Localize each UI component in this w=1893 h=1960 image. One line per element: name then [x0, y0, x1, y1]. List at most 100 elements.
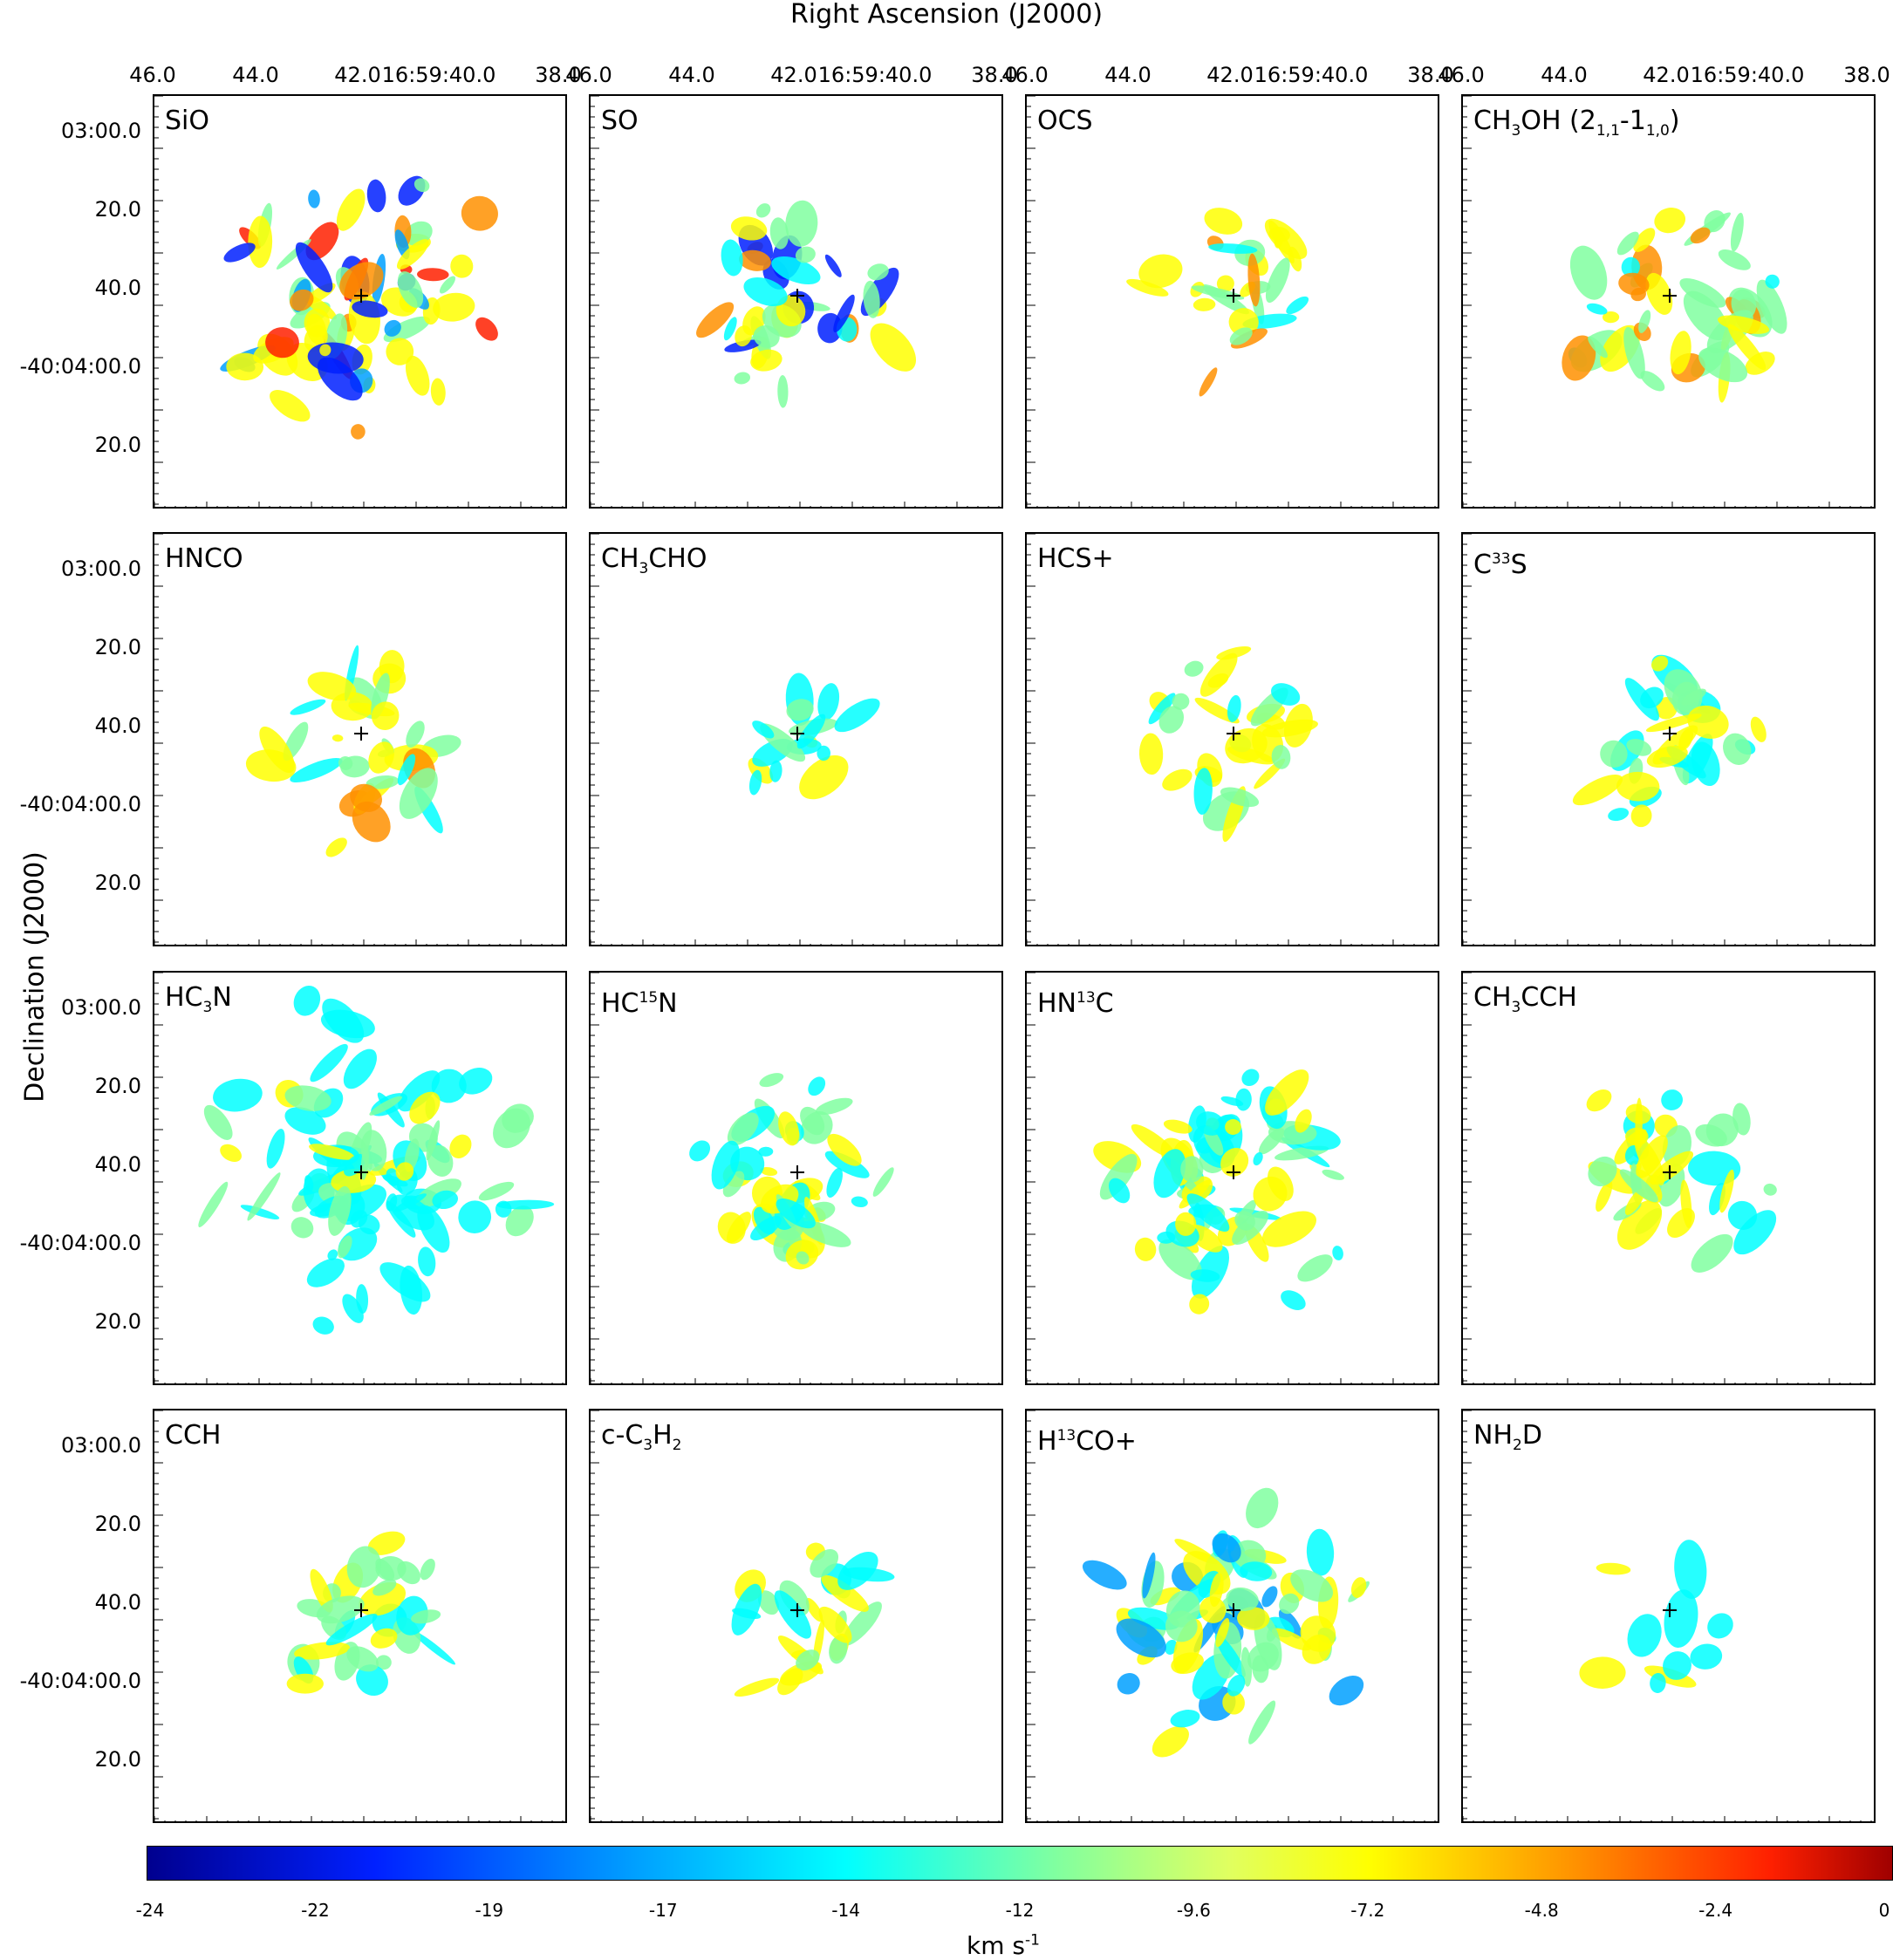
emission-patch [711, 1140, 741, 1190]
source-position-marker [354, 289, 368, 303]
emission-patch [1175, 1212, 1197, 1236]
emission-patch [851, 1196, 868, 1208]
emission-patch [1332, 1246, 1343, 1260]
emission-patch [220, 1144, 243, 1163]
emission-patch [339, 262, 384, 300]
emission-patch [1667, 1208, 1695, 1238]
emission-patch [796, 1649, 820, 1671]
emission-patch [370, 1628, 398, 1649]
emission-patch [338, 756, 353, 770]
emission-patch [413, 178, 430, 193]
panel-title: CH3CCH [1473, 982, 1577, 1017]
channel-map-panel: HNCO [153, 532, 567, 946]
ra-tick-label: 16:59:40.0 [1690, 63, 1805, 87]
emission-patch [352, 300, 388, 318]
emission-patch [771, 256, 821, 284]
emission-patch [1193, 768, 1213, 815]
emission-patch [1170, 1710, 1200, 1728]
emission-patch [1586, 1089, 1612, 1112]
emission-patch [818, 1606, 852, 1643]
emission-patch [396, 1595, 428, 1636]
emission-patch [399, 768, 438, 819]
emission-patch [352, 801, 391, 843]
channel-map-panel: SiO [153, 94, 567, 509]
source-position-marker [790, 289, 804, 303]
emission-patch [759, 1073, 784, 1088]
emission-patch [1596, 1562, 1631, 1575]
emission-patch [1572, 775, 1623, 806]
emission-patch [1691, 1233, 1733, 1273]
velocity-map [154, 96, 564, 507]
emission-patch [1142, 1552, 1156, 1599]
channel-map-panel: C33S [1461, 532, 1876, 946]
emission-patch [1608, 808, 1630, 822]
emission-patch [834, 698, 880, 733]
dec-tick-label: -40:04:00.0 [19, 1231, 141, 1255]
colorbar-tick-label: -17 [648, 1900, 678, 1921]
emission-patch [1690, 1643, 1723, 1670]
emission-patch [1225, 727, 1268, 764]
emission-patch [259, 726, 295, 774]
emission-patch [1271, 745, 1291, 769]
velocity-map [591, 973, 1000, 1383]
emission-patch [213, 1078, 263, 1112]
emission-patch [735, 325, 752, 347]
emission-patch [721, 239, 743, 277]
emission-patch [748, 769, 762, 796]
emission-patch [1718, 315, 1770, 334]
emission-patch [293, 985, 321, 1016]
emission-patch [412, 1630, 456, 1665]
emission-patch [815, 1097, 853, 1116]
emission-patch [821, 1574, 869, 1612]
emission-patch [1108, 1178, 1131, 1204]
dec-tick-label: -40:04:00.0 [19, 1669, 141, 1693]
emission-patch [1208, 243, 1258, 254]
emission-patch [1247, 1642, 1279, 1672]
emission-patch [817, 745, 831, 761]
panel-title: CH3CHO [601, 543, 707, 578]
emission-patch [331, 734, 344, 742]
ra-tick-label: 42.0 [334, 63, 381, 87]
emission-patch [1248, 1700, 1276, 1745]
emission-patch [1199, 1596, 1227, 1623]
dec-tick-label: 20.0 [94, 1512, 141, 1536]
emission-patch [386, 338, 414, 365]
panel-title: HN13C [1037, 988, 1114, 1019]
emission-patch [461, 195, 498, 231]
emission-patch [430, 378, 446, 406]
ra-tick-label: 46.0 [1001, 63, 1049, 87]
channel-map-panel: CCH [153, 1409, 567, 1823]
emission-patch [1265, 257, 1290, 304]
emission-patch [1300, 1615, 1336, 1652]
emission-patch [1627, 1614, 1662, 1657]
emission-patch [1220, 1147, 1249, 1177]
emission-patch [1261, 1586, 1278, 1608]
emission-patch [867, 263, 889, 281]
dec-tick-label: 20.0 [94, 197, 141, 222]
emission-patch [1204, 208, 1243, 235]
emission-patch [833, 294, 855, 333]
colorbar-tick-label: -19 [475, 1900, 504, 1921]
source-position-marker [1663, 1603, 1677, 1617]
colorbar-tick-label: -12 [1005, 1900, 1035, 1921]
panel-title: SO [601, 106, 639, 136]
emission-patch [1281, 1290, 1306, 1310]
emission-patch [265, 327, 299, 359]
emission-patch [1750, 716, 1767, 742]
emission-patch [1718, 249, 1751, 270]
ra-tick-label: 44.0 [232, 63, 279, 87]
emission-patch [1163, 1119, 1193, 1134]
emission-patch [284, 1085, 331, 1111]
velocity-map [591, 534, 1000, 945]
emission-patch [1329, 1675, 1364, 1706]
emission-patch [1235, 1088, 1252, 1111]
velocity-map [1463, 973, 1872, 1383]
emission-patch [743, 277, 788, 306]
emission-patch [406, 720, 425, 748]
emission-patch [863, 280, 880, 318]
emission-patch [1681, 688, 1706, 706]
source-position-marker [790, 1603, 804, 1617]
emission-patch [247, 1172, 281, 1221]
source-position-marker [1663, 727, 1677, 741]
emission-patch [1246, 1487, 1279, 1529]
